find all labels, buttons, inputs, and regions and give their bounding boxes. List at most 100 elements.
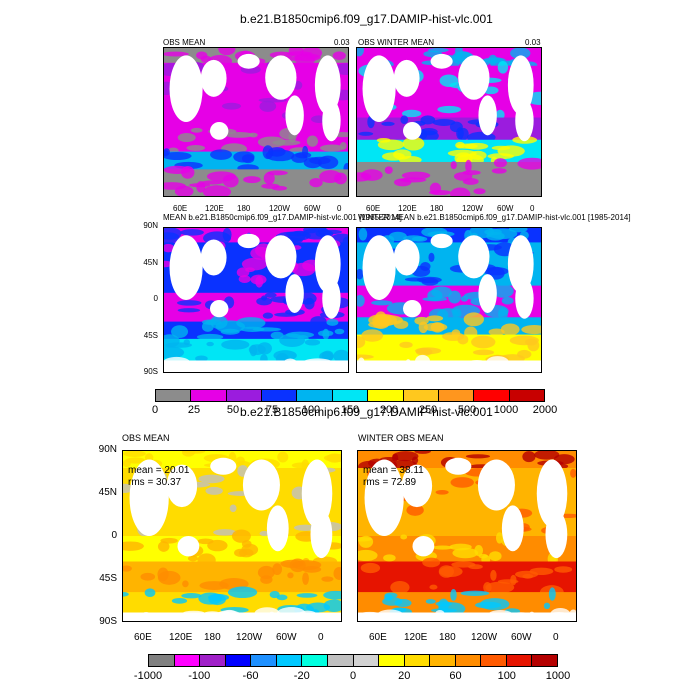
colorbar-label: 50 <box>226 404 240 416</box>
lon-tick-label: 120W <box>269 204 290 213</box>
colorbar-label: 500 <box>457 404 477 416</box>
colorbar-swatch <box>262 390 298 401</box>
lat-tick-label: 90N <box>98 444 117 455</box>
lon-tick-label: 0 <box>337 204 342 213</box>
panel-title-bottom-obs-mean: OBS MEAN <box>122 433 170 443</box>
lon-tick-label: 60W <box>497 204 514 213</box>
lat-tick-label: 45S <box>99 573 117 584</box>
lon-tick-label: 0 <box>553 632 559 643</box>
colorbar-swatch <box>226 390 263 401</box>
lon-tick-label: 60E <box>366 204 381 213</box>
lat-tick-label: 90S <box>99 616 117 627</box>
panel-title-obs-mean: OBS MEAN <box>163 38 206 47</box>
colorbar-label: 0 <box>151 404 159 416</box>
colorbar-swatch <box>276 655 303 666</box>
lon-tick-label: 120W <box>471 632 498 643</box>
colorbar-label: -100 <box>188 670 211 682</box>
lon-tick-label: 180 <box>439 632 456 643</box>
colorbar-swatch <box>455 655 482 666</box>
colorbar-label: 250 <box>418 404 438 416</box>
colorbar-label: 100 <box>497 670 516 682</box>
colorbar-top-labels: 0 25 50 75 100 150 200 250 500 1000 2000 <box>151 404 557 418</box>
lat-tick-label: 45N <box>98 487 117 498</box>
colorbar-swatch <box>474 390 510 401</box>
panel-value-obs-winter-mean: 0.03 <box>525 38 541 47</box>
colorbar-swatch <box>404 655 431 666</box>
map-model-mean <box>163 227 349 373</box>
map-field <box>358 451 576 621</box>
colorbar-swatch <box>302 655 328 666</box>
map-field <box>164 228 348 372</box>
panel-title-bottom-winter-obs-mean: WINTER OBS MEAN <box>358 433 444 443</box>
lon-tick-label: 180 <box>430 204 444 213</box>
map-obs-winter-mean <box>356 47 542 197</box>
colorbar-label: 1000 <box>545 670 571 682</box>
lon-tick-label: 60W <box>276 632 297 643</box>
lon-tick-label: 60E <box>369 632 387 643</box>
lon-tick-label: 60W <box>511 632 532 643</box>
lon-tick-label: 0 <box>318 632 324 643</box>
colorbar-swatch <box>481 655 507 666</box>
colorbar-swatch <box>332 390 369 401</box>
lon-tick-label: 120E <box>404 632 428 643</box>
lon-tick-label: 60E <box>134 632 152 643</box>
colorbar-label: 0 <box>349 670 357 682</box>
map-obs-mean <box>163 47 349 197</box>
map-field <box>357 48 541 196</box>
lat-tick-label: 45S <box>143 330 158 340</box>
colorbar-top <box>155 389 545 402</box>
colorbar-swatch <box>200 655 226 666</box>
colorbar-bottom-labels: -1000 -100 -60 -20 0 20 60 100 1000 <box>134 670 570 684</box>
lon-tick-label: 120E <box>205 204 224 213</box>
map-field <box>164 48 348 196</box>
lat-tick-label: 0 <box>153 294 158 303</box>
lon-tick-label: 0 <box>530 204 535 213</box>
colorbar-swatch <box>174 655 201 666</box>
panel-value-obs-mean: 0.03 <box>334 38 350 47</box>
lon-tick-label: 120W <box>462 204 483 213</box>
stat-rms-obs: rms = 30.37 <box>128 477 182 488</box>
lat-tick-label: 90S <box>143 367 158 376</box>
colorbar-label: -60 <box>242 670 259 682</box>
colorbar-label: 1000 <box>493 404 519 416</box>
map-field <box>357 228 541 372</box>
colorbar-swatch <box>506 655 533 666</box>
colorbar-swatch <box>191 390 227 401</box>
lon-tick-label: 120E <box>169 632 193 643</box>
colorbar-label: -20 <box>293 670 310 682</box>
colorbar-label: 25 <box>187 404 201 416</box>
colorbar-swatch <box>353 655 380 666</box>
colorbar-label: -1000 <box>133 670 163 682</box>
colorbar-swatch <box>297 390 333 401</box>
lat-tick-label: 0 <box>111 530 117 541</box>
colorbar-swatch <box>156 390 192 401</box>
colorbar-swatch <box>403 390 439 401</box>
lon-axis-bottom: 60E 60E 120E 120E 180 180 120W 120W 60W 60W 0 0 <box>122 632 578 644</box>
colorbar-bottom <box>148 654 558 667</box>
colorbar-swatch <box>532 655 557 666</box>
colorbar-label: 100 <box>301 404 321 416</box>
map-bottom-obs-mean <box>122 450 342 622</box>
lon-tick-label: 60E <box>173 204 188 213</box>
lon-tick-label: 180 <box>204 632 221 643</box>
lon-axis-row-1: 60E 60E 120E 120E 180 180 120W 120W 60W 60W 0 0 <box>163 204 543 214</box>
panel-title-model-mean: MEAN b.e21.B1850cmip6.f09_g17.DAMIP-hist… <box>163 213 402 222</box>
lat-axis-bottom: 90N 45N 0 45S 90S <box>85 444 119 627</box>
colorbar-swatch <box>438 390 475 401</box>
lon-tick-label: 60W <box>304 204 321 213</box>
stat-rms-winter: rms = 72.89 <box>363 477 417 488</box>
colorbar-swatch <box>379 655 405 666</box>
lon-tick-label: 120W <box>236 632 263 643</box>
panel-title-model-winter-mean: WINTER MEAN b.e21.B1850cmip6.f09_g17.DAM… <box>358 213 631 222</box>
colorbar-swatch <box>327 655 354 666</box>
lon-tick-label: 180 <box>237 204 251 213</box>
colorbar-swatch <box>149 655 175 666</box>
top-figure-title: b.e21.B1850cmip6.f09_g17.DAMIP-hist-vlc.… <box>240 12 493 26</box>
colorbar-label: 20 <box>398 670 411 682</box>
colorbar-swatch <box>430 655 456 666</box>
colorbar-swatch <box>368 390 404 401</box>
bottom-figure-title: b.e21.B1850cmip6.f09_g17.DAMIP-hist-vlc.… <box>240 405 493 419</box>
stat-mean-obs: mean = 20.01 <box>128 465 190 476</box>
colorbar-label: 150 <box>340 404 360 416</box>
lat-tick-label: 90N <box>143 221 158 230</box>
